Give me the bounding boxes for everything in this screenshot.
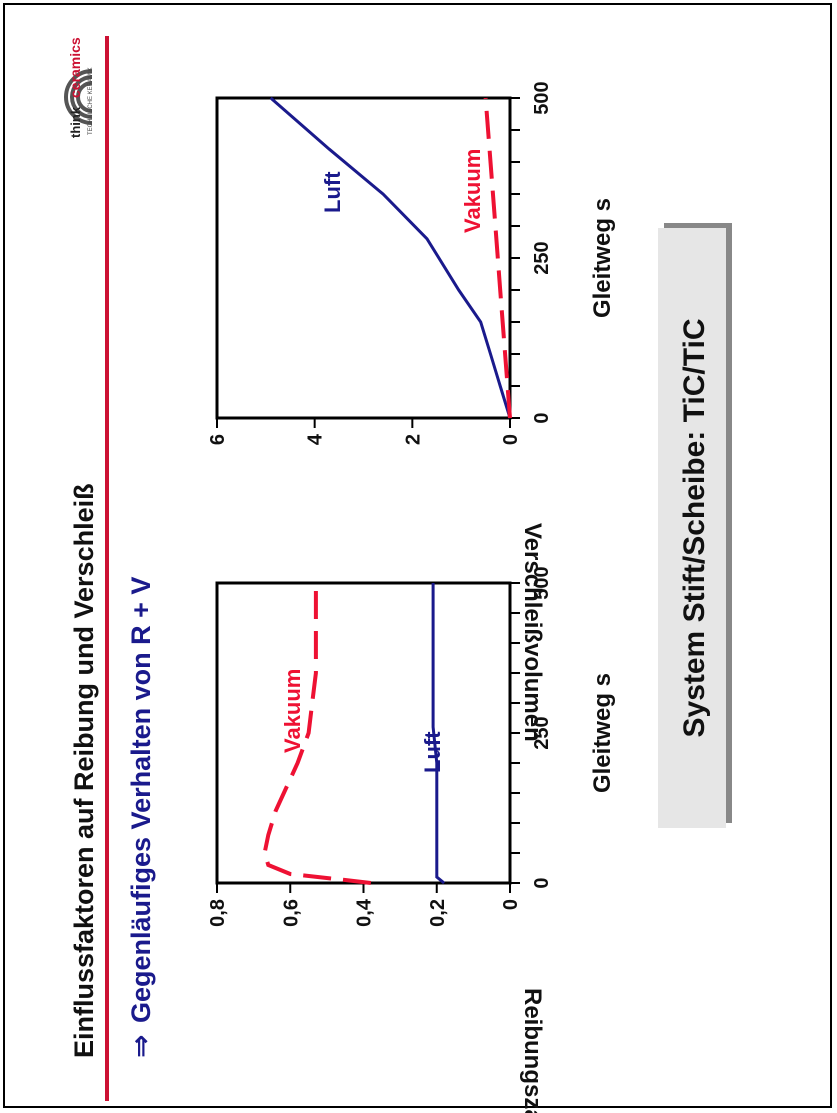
x-tick-label: 500 (531, 566, 553, 599)
y-axis-label: Reibungszahl (519, 988, 546, 1113)
x-tick-label: 250 (531, 716, 553, 749)
y-tick-label: 0 (500, 434, 522, 445)
y-tick-label: 0,8 (207, 899, 229, 927)
series-line-vakuum (483, 97, 512, 419)
y-tick-label: 0,6 (280, 899, 302, 927)
x-tick-label: 0 (531, 877, 553, 888)
system-label-background (658, 228, 726, 828)
series-line-luft (269, 96, 512, 419)
logo-tagline-text: TECHNISCHE KERAMIK (88, 67, 94, 135)
y-tick-label: 0,4 (354, 898, 376, 927)
y-axis-label: Verschleißvolumen (519, 523, 546, 742)
logo-ceramics-text: ceramics (67, 37, 83, 98)
x-tick-label: 250 (531, 241, 553, 274)
x-axis-label: Gleitweg s (589, 673, 616, 793)
series-label-vakuum: Vakuum (460, 149, 485, 233)
chart-reibungszahl: 0 250 500 0 0,2 0,4 0,6 0,8 Gleitweg s Reibungsza… (207, 566, 616, 1113)
series-label-luft: Luft (320, 171, 345, 213)
slide-subtitle: Gegenläufiges Verhalten von R + V (126, 577, 156, 1023)
series-line-luft (431, 583, 446, 885)
chart-verschleissvolumen: 0 250 500 0 2 4 6 Gleitweg s Verschleißvolumen Lu… (207, 81, 616, 741)
title-underline (105, 36, 109, 1101)
plot-frame (215, 96, 512, 420)
y-tick-label: 0 (500, 899, 522, 910)
x-axis-label: Gleitweg s (589, 198, 616, 318)
y-tick-label: 2 (402, 434, 424, 445)
logo-arcs-icon (64, 69, 93, 125)
logo-think-text: think (68, 106, 83, 138)
slide-frame (3, 3, 832, 1108)
think-ceramics-logo: think ceramics TECHNISCHE KERAMIK (64, 37, 94, 138)
plot-frame (215, 581, 512, 885)
x-tick-label: 0 (531, 412, 553, 423)
series-label-vakuum: Vakuum (280, 669, 305, 753)
y-tick-label: 6 (207, 434, 229, 445)
slide-title: Einflussfaktoren auf Reibung und Verschl… (69, 483, 99, 1058)
series-line-vakuum (262, 583, 372, 885)
system-label-box: System Stift/Scheibe: TiC/TiC (658, 223, 732, 828)
y-tick-label: 0,2 (427, 899, 449, 927)
system-label-text: System Stift/Scheibe: TiC/TiC (678, 319, 711, 738)
series-label-luft: Luft (420, 731, 445, 773)
subtitle-arrow: ⇒ (125, 1035, 156, 1058)
x-tick-label: 500 (531, 81, 553, 114)
y-tick-label: 4 (305, 433, 327, 445)
